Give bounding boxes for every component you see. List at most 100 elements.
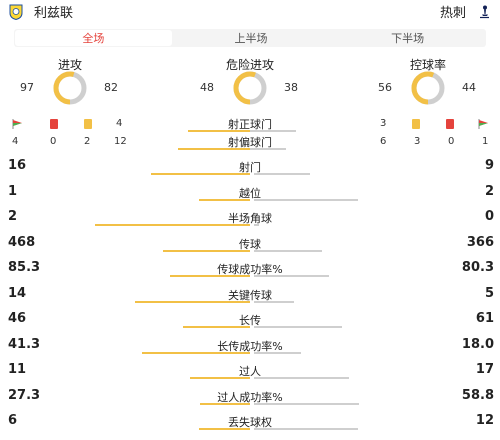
stat-home-value: 27.3 (8, 387, 41, 403)
yellow-card-icon (84, 119, 92, 129)
away-team[interactable]: 热刺 (440, 2, 492, 21)
stat-home-bar (95, 224, 250, 226)
stat-label: 射门 (239, 161, 261, 174)
home-corners-value: 4 (12, 136, 19, 147)
stat-away-bar (254, 173, 310, 175)
stat-label: 关键传球 (228, 288, 272, 302)
stat-away-bar (254, 275, 330, 277)
shots-on-target-label: 射正球门 (228, 118, 272, 131)
tab-second-half[interactable]: 下半场 (391, 32, 425, 45)
home-red-cards-value: 0 (50, 136, 57, 147)
ring-title: 危险进攻 (225, 58, 274, 72)
home-team[interactable]: 利兹联 (8, 2, 73, 21)
stat-label: 长传成功率% (217, 339, 283, 353)
home-yellow-cards-value: 2 (84, 136, 91, 147)
shots-on-target-row: 射正球门 (140, 116, 360, 134)
ring-chart (411, 71, 445, 105)
stat-away-value: 366 (466, 234, 494, 250)
stat-home-value: 46 (8, 311, 27, 326)
stat-away-bar (254, 198, 358, 201)
red-card-icon (50, 119, 58, 129)
stat-away-value: 17 (475, 362, 494, 377)
stat-home-value: 16 (8, 158, 27, 173)
stat-home-bar (198, 428, 250, 430)
stat-away-bar (254, 377, 349, 379)
stat-home-bar (200, 402, 250, 405)
ring-title: 进攻 (57, 58, 82, 72)
stat-row-offsides: 1 越位 2 (0, 179, 500, 204)
stat-away-value: 0 (484, 209, 494, 224)
stat-label: 半场角球 (228, 212, 272, 225)
tab-full-match[interactable]: 全场 (15, 30, 172, 46)
shots-off-target-home-bar (178, 148, 250, 150)
home-team-name: 利兹联 (34, 6, 74, 21)
stat-row-half-corners: 2 半场角球 0 (0, 204, 500, 229)
stat-away-value: 2 (484, 183, 494, 199)
away-shots-on-target-value: 3 (380, 118, 387, 129)
stat-away-bar (254, 351, 301, 354)
stat-away-value: 61 (475, 311, 494, 326)
stat-away-value: 58.8 (461, 387, 494, 403)
stat-label: 过人成功率% (217, 390, 283, 404)
ring-home-arc (411, 71, 445, 105)
away-right-count: 6 (380, 136, 387, 147)
home-right-count: 12 (114, 136, 127, 147)
stat-label: 传球 (239, 237, 261, 251)
stat-home-bar (183, 326, 250, 328)
stat-home-value: 468 (8, 234, 36, 250)
stat-row-long-balls: 46 长传 61 (0, 306, 500, 331)
stat-away-value: 9 (484, 158, 494, 173)
stat-row-key-passes: 14 关键传球 5 (0, 281, 500, 306)
dangerous-attack-ring: 危险进攻 48 38 (190, 56, 310, 106)
ring-title: 控球率 (409, 58, 446, 72)
stat-away-bar (254, 249, 323, 252)
stat-home-bar (170, 275, 250, 277)
stat-away-bar (254, 428, 358, 430)
spurs-crest-icon (480, 5, 489, 18)
stat-home-value: 1 (8, 183, 18, 199)
stat-away-value: 5 (484, 285, 494, 301)
stat-home-bar (189, 377, 250, 379)
away-corners-value: 1 (482, 136, 489, 147)
corner-flag-icon (12, 119, 22, 129)
yellow-card-icon (412, 119, 420, 129)
tab-first-half[interactable]: 上半场 (234, 32, 268, 45)
away-red-cards-value: 0 (448, 136, 455, 147)
stat-label: 传球成功率% (217, 263, 283, 276)
shots-off-target-label: 射偏球门 (228, 136, 272, 149)
stat-home-bar (141, 351, 250, 354)
stat-label: 越位 (239, 186, 261, 200)
stat-label: 过人 (239, 365, 261, 378)
away-team-name: 热刺 (439, 6, 466, 21)
stat-home-value: 11 (8, 362, 27, 377)
stat-away-bar (254, 300, 295, 303)
shots-off-target-away-bar (250, 148, 286, 150)
ring-home-value: 97 (20, 81, 34, 94)
stat-home-value: 41.3 (8, 336, 41, 352)
stat-row-passes: 468 传球 366 (0, 230, 500, 255)
stat-home-value: 85.3 (8, 260, 41, 275)
stat-away-value: 80.3 (461, 260, 494, 275)
shots-on-target-away-bar (250, 130, 297, 132)
stat-away-bar (254, 402, 360, 405)
corner-flag-icon (478, 119, 488, 129)
possession-ring: 控球率 56 44 (368, 56, 488, 106)
stat-away-bar (254, 326, 343, 328)
attack-ring: 进攻 97 82 (10, 56, 130, 106)
stat-home-value: 6 (8, 413, 18, 428)
home-corner-count: 4 (116, 118, 123, 129)
stat-away-value: 18.0 (461, 336, 494, 352)
stat-row-dribble-success: 27.3 过人成功率% 58.8 (0, 383, 500, 408)
leeds-crest-icon (9, 4, 23, 20)
stat-row-shots: 16 射门 9 (0, 153, 500, 178)
stat-row-dribbles: 11 过人 17 (0, 357, 500, 382)
ring-away-value: 44 (462, 81, 476, 94)
stat-row-pass-accuracy: 85.3 传球成功率% 80.3 (0, 255, 500, 280)
ring-home-value: 56 (378, 81, 392, 94)
stat-home-bar (135, 300, 250, 303)
away-yellow-cards-value: 3 (414, 136, 421, 147)
ring-home-arc (53, 71, 87, 105)
stat-home-value: 2 (8, 209, 18, 224)
stat-home-bar (150, 173, 250, 175)
match-header: 利兹联 热刺 (0, 0, 500, 22)
